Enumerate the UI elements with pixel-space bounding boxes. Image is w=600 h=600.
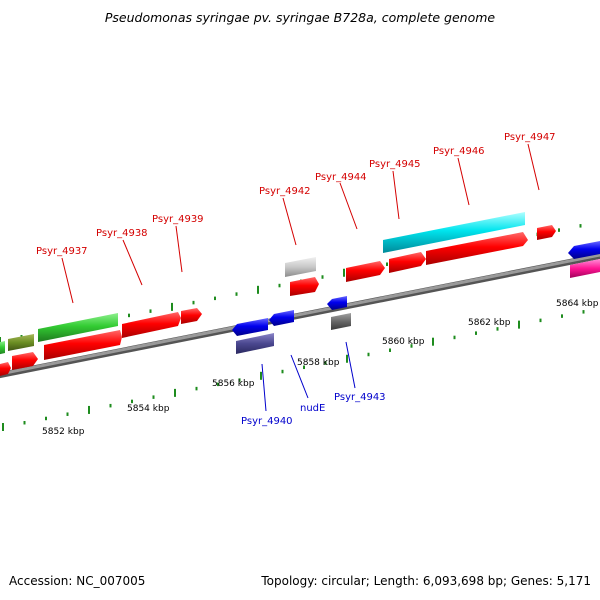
gene-psyr-4946[interactable]	[426, 232, 528, 265]
gene-psyr-4937-outer[interactable]	[38, 313, 118, 342]
gene-left-red-small[interactable]	[12, 352, 38, 370]
gene-psyr-4939[interactable]	[181, 308, 202, 324]
kbp-label: 5854 kbp	[127, 404, 170, 414]
genome-summary-text: Topology: circular; Length: 6,093,698 bp…	[261, 574, 591, 588]
gene-label[interactable]: nudE	[300, 403, 325, 414]
gene-psyr-4944[interactable]	[346, 261, 385, 282]
gene-label[interactable]: Psyr_4946	[433, 146, 485, 157]
gene-psyr-4938[interactable]	[122, 312, 181, 338]
gene-right-edge-magenta[interactable]	[570, 259, 600, 278]
gene-label[interactable]: Psyr_4947	[504, 132, 556, 143]
gene-psyr-4942-outer[interactable]	[285, 257, 316, 277]
kbp-label: 5852 kbp	[42, 427, 85, 437]
kbp-labels: 5852 kbp 5854 kbp 5856 kbp 5858 kbp 5860…	[42, 299, 599, 437]
label-callouts	[61, 143, 540, 412]
gene-label[interactable]: Psyr_4938	[96, 228, 148, 239]
gene-psyr-4940-inner[interactable]	[232, 318, 268, 336]
gene-psyr-4937-inner[interactable]	[44, 330, 122, 360]
tick-row-lower	[2, 310, 585, 431]
reverse-genes	[0, 241, 600, 376]
accession-text: Accession: NC_007005	[9, 574, 146, 588]
gene-left-edge-1[interactable]	[0, 341, 5, 355]
kbp-label: 5862 kbp	[468, 318, 511, 328]
kbp-label: 5864 kbp	[556, 299, 599, 309]
kbp-label: 5860 kbp	[382, 337, 425, 347]
map-title: Pseudomonas syringae pv. syringae B728a,…	[104, 10, 496, 25]
gene-label[interactable]: Psyr_4945	[369, 159, 421, 170]
gene-left-edge-2[interactable]	[0, 362, 11, 376]
gene-psyr-4943-inner[interactable]	[327, 296, 347, 310]
gene-nude[interactable]	[269, 310, 294, 326]
forward-genes	[0, 212, 600, 360]
gene-label[interactable]: Psyr_4943	[334, 392, 386, 403]
gene-label[interactable]: Psyr_4937	[36, 246, 88, 257]
gene-labels: Psyr_4937 Psyr_4938 Psyr_4939 Psyr_4942 …	[36, 132, 556, 427]
gene-label[interactable]: Psyr_4939	[152, 214, 204, 225]
gene-psyr-4945-outer[interactable]	[383, 212, 525, 253]
kbp-label: 5858 kbp	[297, 358, 340, 368]
gene-psyr-4940-outer[interactable]	[236, 333, 274, 354]
gene-psyr-4943-outer[interactable]	[331, 313, 351, 330]
gene-label[interactable]: Psyr_4940	[241, 416, 293, 427]
gene-label[interactable]: Psyr_4942	[259, 186, 311, 197]
gene-right-edge-blue[interactable]	[568, 241, 600, 259]
kbp-label: 5856 kbp	[212, 379, 255, 389]
gene-olive[interactable]	[8, 334, 34, 351]
gene-psyr-4942[interactable]	[290, 277, 319, 296]
gene-label[interactable]: Psyr_4944	[315, 172, 367, 183]
gene-psyr-4947[interactable]	[537, 225, 556, 240]
gene-psyr-4945[interactable]	[389, 252, 426, 273]
